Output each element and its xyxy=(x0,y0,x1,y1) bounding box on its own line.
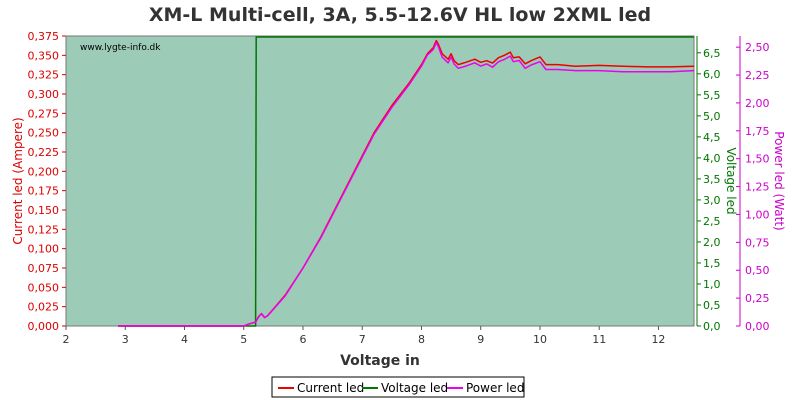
plot-area xyxy=(65,35,695,327)
x-tick-label: 11 xyxy=(592,333,606,346)
current-tick-label: 0,325 xyxy=(28,69,60,82)
voltage-tick-label: 4,5 xyxy=(703,131,721,144)
voltage-tick-label: 6,0 xyxy=(703,68,721,81)
voltage-tick-label: 0,0 xyxy=(703,320,721,333)
current-tick-label: 0,275 xyxy=(28,107,60,120)
current-tick-label: 0,050 xyxy=(28,281,60,294)
power-tick-label: 2,00 xyxy=(745,97,770,110)
legend-label-power: Power led xyxy=(466,381,524,395)
power-tick-label: 0,25 xyxy=(745,292,770,305)
current-tick-label: 0,150 xyxy=(28,204,60,217)
current-tick-label: 0,175 xyxy=(28,185,60,198)
x-tick-label: 10 xyxy=(533,333,547,346)
power-tick-label: 2,25 xyxy=(745,69,770,82)
current-tick-label: 0,200 xyxy=(28,165,60,178)
legend-label-current: Current led xyxy=(297,381,364,395)
current-tick-label: 0,075 xyxy=(28,262,60,275)
power-tick-label: 2,50 xyxy=(745,41,770,54)
voltage-tick-label: 0,5 xyxy=(703,299,721,312)
current-tick-label: 0,100 xyxy=(28,243,60,256)
voltage-tick-label: 2,5 xyxy=(703,215,721,228)
power-tick-label: 1,75 xyxy=(745,125,770,138)
x-tick-label: 9 xyxy=(477,333,484,346)
watermark: www.lygte-info.dk xyxy=(80,43,161,53)
x-tick-label: 6 xyxy=(299,333,306,346)
power-tick-label: 1,25 xyxy=(745,181,770,194)
legend: Current led Voltage led Power led xyxy=(271,376,525,398)
voltage-tick-label: 5,5 xyxy=(703,89,721,102)
x-tick-label: 5 xyxy=(240,333,247,346)
x-tick-label: 4 xyxy=(181,333,188,346)
voltage-tick-label: 3,0 xyxy=(703,194,721,207)
voltage-tick-label: 1,0 xyxy=(703,278,721,291)
power-tick-label: 1,00 xyxy=(745,208,770,221)
series-line-power xyxy=(118,41,695,327)
current-tick-label: 0,000 xyxy=(28,320,60,333)
power-tick-label: 0,75 xyxy=(745,236,770,249)
x-tick-label: 12 xyxy=(651,333,665,346)
power-tick-label: 0,00 xyxy=(745,320,770,333)
legend-label-voltage: Voltage led xyxy=(381,381,448,395)
current-tick-label: 0,125 xyxy=(28,223,60,236)
legend-box xyxy=(271,376,525,398)
current-tick-label: 0,375 xyxy=(28,30,60,43)
chart-title: XM-L Multi-cell, 3A, 5.5-12.6V HL low 2X… xyxy=(149,4,651,26)
voltage-tick-label: 5,0 xyxy=(703,110,721,123)
voltage-tick-label: 1,5 xyxy=(703,257,721,270)
y-axis-label-power: Power led (Watt) xyxy=(772,131,786,230)
power-tick-label: 0,50 xyxy=(745,264,770,277)
y-axis-label-voltage: Voltage led xyxy=(724,147,738,214)
voltage-tick-label: 3,5 xyxy=(703,173,721,186)
voltage-tick-label: 2,0 xyxy=(703,236,721,249)
voltage-tick-label: 4,0 xyxy=(703,152,721,165)
x-tick-label: 8 xyxy=(418,333,425,346)
power-tick-label: 1,50 xyxy=(745,153,770,166)
x-tick-label: 2 xyxy=(63,333,70,346)
current-tick-label: 0,225 xyxy=(28,146,60,159)
voltage-tick-label: 6,5 xyxy=(703,47,721,60)
y-axis-label-current: Current led (Ampere) xyxy=(11,117,25,244)
x-tick-label: 3 xyxy=(122,333,129,346)
x-axis-label: Voltage in xyxy=(340,353,420,369)
current-tick-label: 0,250 xyxy=(28,127,60,140)
x-tick-label: 7 xyxy=(359,333,366,346)
current-tick-label: 0,025 xyxy=(28,301,60,314)
current-tick-label: 0,350 xyxy=(28,49,60,62)
current-tick-label: 0,300 xyxy=(28,88,60,101)
